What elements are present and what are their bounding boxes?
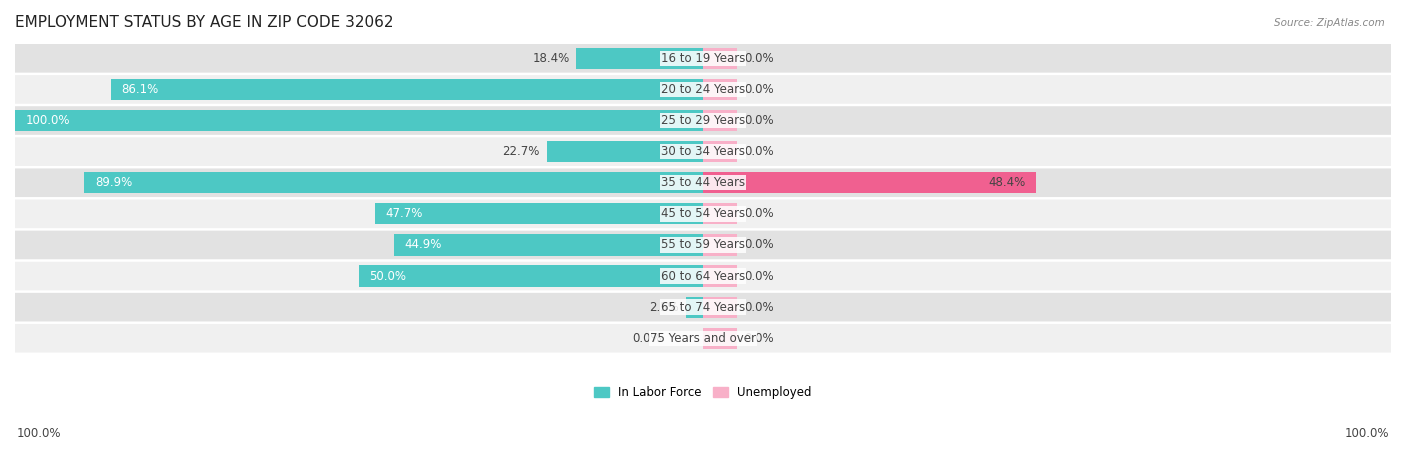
FancyBboxPatch shape: [15, 137, 1391, 166]
Bar: [703, 110, 737, 131]
Text: 45 to 54 Years: 45 to 54 Years: [661, 207, 745, 220]
Text: 20 to 24 Years: 20 to 24 Years: [661, 83, 745, 96]
FancyBboxPatch shape: [15, 262, 1391, 290]
Bar: [84, 172, 703, 194]
Bar: [703, 172, 1036, 194]
Text: 0.0%: 0.0%: [744, 52, 773, 65]
Text: 50.0%: 50.0%: [370, 270, 406, 283]
Text: 0.0%: 0.0%: [744, 145, 773, 158]
Text: 0.0%: 0.0%: [633, 332, 662, 345]
Bar: [394, 234, 703, 256]
Bar: [576, 48, 703, 69]
Text: 89.9%: 89.9%: [94, 176, 132, 189]
Bar: [111, 79, 703, 100]
Text: 22.7%: 22.7%: [502, 145, 540, 158]
Text: 16 to 19 Years: 16 to 19 Years: [661, 52, 745, 65]
FancyBboxPatch shape: [15, 199, 1391, 228]
Text: 25 to 29 Years: 25 to 29 Years: [661, 114, 745, 127]
Text: 0.0%: 0.0%: [744, 207, 773, 220]
FancyBboxPatch shape: [15, 44, 1391, 72]
FancyBboxPatch shape: [15, 324, 1391, 352]
Text: 75 Years and over: 75 Years and over: [650, 332, 756, 345]
Bar: [375, 203, 703, 225]
Text: 0.0%: 0.0%: [744, 238, 773, 252]
Text: 100.0%: 100.0%: [25, 114, 70, 127]
Text: 2.5%: 2.5%: [650, 301, 679, 314]
Text: 65 to 74 Years: 65 to 74 Years: [661, 301, 745, 314]
Bar: [703, 203, 737, 225]
Bar: [686, 297, 703, 318]
Text: Source: ZipAtlas.com: Source: ZipAtlas.com: [1274, 18, 1385, 28]
Text: 60 to 64 Years: 60 to 64 Years: [661, 270, 745, 283]
Text: 35 to 44 Years: 35 to 44 Years: [661, 176, 745, 189]
Bar: [15, 110, 703, 131]
Text: 47.7%: 47.7%: [385, 207, 423, 220]
FancyBboxPatch shape: [15, 293, 1391, 321]
Text: 100.0%: 100.0%: [1344, 427, 1389, 440]
Text: 18.4%: 18.4%: [533, 52, 569, 65]
Text: 30 to 34 Years: 30 to 34 Years: [661, 145, 745, 158]
Text: EMPLOYMENT STATUS BY AGE IN ZIP CODE 32062: EMPLOYMENT STATUS BY AGE IN ZIP CODE 320…: [15, 15, 394, 30]
Text: 55 to 59 Years: 55 to 59 Years: [661, 238, 745, 252]
Bar: [703, 141, 737, 162]
Text: 0.0%: 0.0%: [744, 114, 773, 127]
FancyBboxPatch shape: [15, 75, 1391, 104]
Bar: [703, 297, 737, 318]
Bar: [703, 48, 737, 69]
Bar: [703, 328, 737, 349]
Bar: [703, 234, 737, 256]
Legend: In Labor Force, Unemployed: In Labor Force, Unemployed: [589, 381, 817, 404]
Text: 100.0%: 100.0%: [17, 427, 62, 440]
FancyBboxPatch shape: [15, 168, 1391, 197]
Text: 0.0%: 0.0%: [744, 270, 773, 283]
FancyBboxPatch shape: [15, 106, 1391, 135]
Bar: [703, 79, 737, 100]
Text: 86.1%: 86.1%: [121, 83, 159, 96]
Bar: [703, 266, 737, 287]
Text: 48.4%: 48.4%: [988, 176, 1025, 189]
Text: 44.9%: 44.9%: [405, 238, 441, 252]
Text: 0.0%: 0.0%: [744, 83, 773, 96]
Text: 0.0%: 0.0%: [744, 332, 773, 345]
Bar: [547, 141, 703, 162]
FancyBboxPatch shape: [15, 231, 1391, 259]
Text: 0.0%: 0.0%: [744, 301, 773, 314]
Bar: [359, 266, 703, 287]
